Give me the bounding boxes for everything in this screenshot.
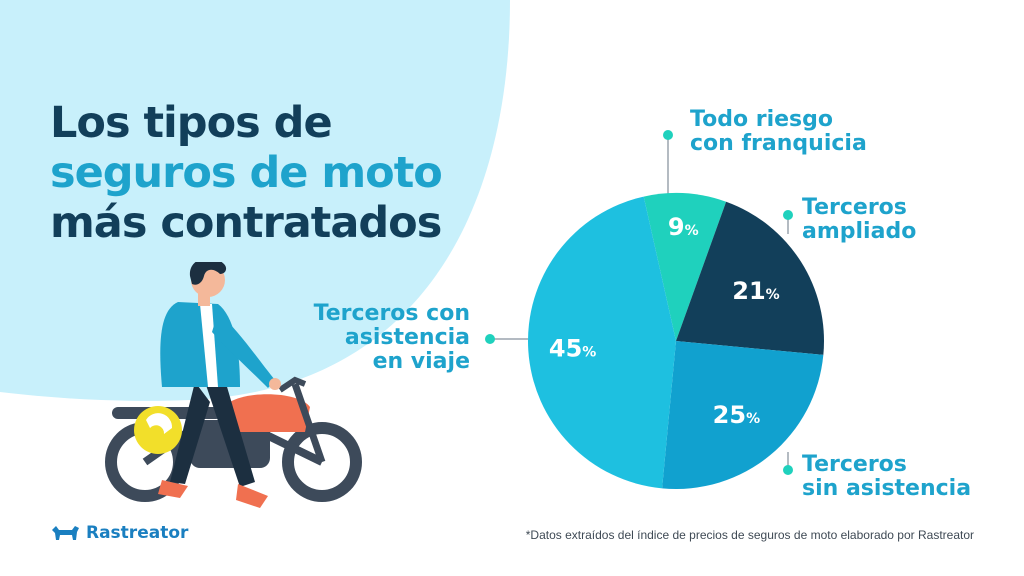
pie-slice [662,341,824,489]
label-connector-dot [783,210,793,220]
slice-label-line: Terceros con [313,301,470,326]
slice-label-line: asistencia [344,325,470,350]
front-wheel-icon [282,422,362,502]
slice-label-line: con franquicia [690,131,867,156]
slice-label-todo-riesgo: Todo riesgo con franquicia [690,108,867,156]
title-line-2: seguros de moto [50,148,443,198]
person-with-motorcycle-icon [105,262,362,508]
title-line-3: más contratados [50,198,442,248]
slice-label-line: Terceros [802,195,907,220]
dog-icon [52,526,79,540]
slice-label-line: ampliado [802,219,917,244]
brand-name: Rastreator [86,523,189,543]
slice-label-line: en viaje [372,349,470,374]
label-connector-dot [485,334,495,344]
label-connector-dot [663,130,673,140]
pie-slice [676,201,824,355]
slice-label-line: sin asistencia [802,476,972,501]
title-line-1: Los tipos de [50,98,333,148]
helmet-icon [134,406,182,454]
slice-label-terceros-ampliado: Terceros ampliado [802,196,916,244]
slice-label-line: Todo riesgo [690,107,833,132]
footnote: *Datos extraídos del índice de precios d… [525,528,974,542]
slice-value-label: 45% [549,335,596,363]
label-connector-dot [783,465,793,475]
slice-value-label: 25% [713,401,760,429]
pie-slice [528,196,676,489]
slice-label-terceros-con-asistencia: Terceros con asistencia en viaje [288,302,470,374]
pie-slice [643,193,727,341]
slice-label-terceros-sin-asistencia: Terceros sin asistencia [802,453,971,501]
brand-logo[interactable]: Rastreator [50,522,188,544]
slice-value-label: 21% [732,277,779,305]
slice-value-label: 9% [668,213,699,241]
slice-label-line: Terceros [802,452,907,477]
